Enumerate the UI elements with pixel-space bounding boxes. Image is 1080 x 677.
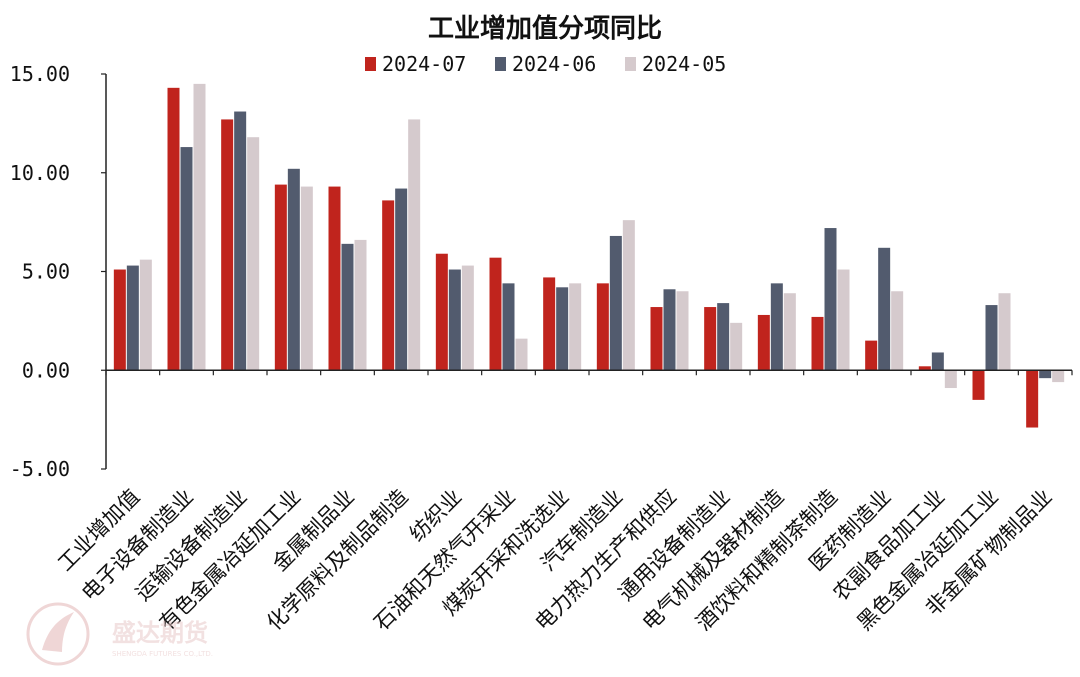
legend-label: 2024-06 <box>512 52 596 76</box>
bar-2024-07-10 <box>650 307 663 371</box>
bar-2024-06-16 <box>985 305 998 371</box>
bar-2024-07-3 <box>274 184 287 371</box>
bar-2024-06-2 <box>234 111 247 371</box>
watermark-flame-icon <box>42 612 74 652</box>
bar-2024-07-15 <box>918 366 931 371</box>
y-tick-label: 5.00 <box>22 260 70 284</box>
bar-2024-07-12 <box>757 314 770 371</box>
legend-label: 2024-05 <box>642 52 726 76</box>
y-tick-label: 0.00 <box>22 358 70 382</box>
y-tick-label: 10.00 <box>10 161 70 185</box>
bar-2024-07-0 <box>113 269 126 371</box>
bar-2024-07-8 <box>543 277 556 371</box>
bar-2024-07-11 <box>704 307 717 371</box>
bar-2024-07-4 <box>328 186 341 371</box>
bar-2024-05-0 <box>139 259 152 371</box>
bars <box>113 83 1065 428</box>
bar-2024-05-16 <box>998 293 1011 371</box>
bar-2024-06-17 <box>1039 370 1052 379</box>
bar-2024-05-13 <box>837 269 850 371</box>
x-axis: 工业增加值电子设备制造业运输设备制造业有色金属冶延加工业金属制品业化学原料及制品… <box>53 369 1073 635</box>
legend-swatch-2024-05 <box>625 57 636 71</box>
bar-2024-07-6 <box>435 253 448 371</box>
bar-2024-05-1 <box>193 83 206 371</box>
bar-2024-06-12 <box>770 283 783 371</box>
bar-2024-06-7 <box>502 283 515 371</box>
bar-2024-05-2 <box>247 137 260 371</box>
bar-2024-06-14 <box>878 247 891 371</box>
y-tick-label: 15.00 <box>10 62 70 86</box>
bar-2024-05-14 <box>891 291 904 371</box>
bar-2024-07-13 <box>811 316 824 371</box>
bar-2024-06-6 <box>448 269 461 371</box>
y-axis: 15.00 10.00 5.00 0.00 -5.00 <box>10 62 107 481</box>
bar-2024-05-12 <box>783 293 796 371</box>
watermark-circle <box>26 602 90 666</box>
bar-2024-06-11 <box>717 303 730 371</box>
bar-2024-05-4 <box>354 239 367 371</box>
bar-2024-05-6 <box>461 265 474 371</box>
bar-2024-06-10 <box>663 289 676 371</box>
bar-2024-06-3 <box>287 168 300 371</box>
bar-2024-07-1 <box>167 87 180 371</box>
bar-2024-05-10 <box>676 291 689 371</box>
bar-2024-06-1 <box>180 147 193 371</box>
watermark-logo: 盛达期货 SHENGDA FUTURES CO.,LTD. <box>26 602 213 666</box>
legend: 2024-07 2024-06 2024-05 <box>365 52 726 76</box>
bar-2024-05-9 <box>622 220 635 371</box>
bar-2024-07-2 <box>221 119 234 371</box>
chart-title: 工业增加值分项同比 <box>428 13 662 44</box>
bar-2024-05-15 <box>944 370 957 389</box>
bar-2024-05-5 <box>408 119 421 371</box>
legend-label: 2024-07 <box>382 52 466 76</box>
legend-swatch-2024-06 <box>495 57 506 71</box>
watermark-name: 盛达期货 <box>112 619 208 647</box>
bar-2024-06-9 <box>609 235 622 371</box>
bar-2024-07-16 <box>972 370 985 400</box>
bar-2024-05-7 <box>515 338 528 371</box>
bar-2024-05-17 <box>1052 370 1065 383</box>
bar-2024-05-11 <box>730 322 743 371</box>
bar-2024-06-13 <box>824 228 837 371</box>
bar-2024-07-5 <box>382 200 395 371</box>
bar-2024-06-5 <box>395 188 408 371</box>
bar-2024-06-8 <box>556 287 569 371</box>
y-tick-label: -5.00 <box>10 457 70 481</box>
bar-2024-07-9 <box>596 283 609 371</box>
legend-swatch-2024-07 <box>365 57 376 71</box>
bar-2024-07-7 <box>489 257 502 371</box>
watermark-sub: SHENGDA FUTURES CO.,LTD. <box>112 650 213 658</box>
bar-2024-06-4 <box>341 243 354 371</box>
bar-2024-05-8 <box>569 283 582 371</box>
bar-2024-06-15 <box>931 352 944 371</box>
bar-2024-07-17 <box>1026 370 1039 428</box>
bar-2024-05-3 <box>300 186 313 371</box>
bar-2024-07-14 <box>865 340 878 371</box>
bar-2024-06-0 <box>126 265 139 371</box>
